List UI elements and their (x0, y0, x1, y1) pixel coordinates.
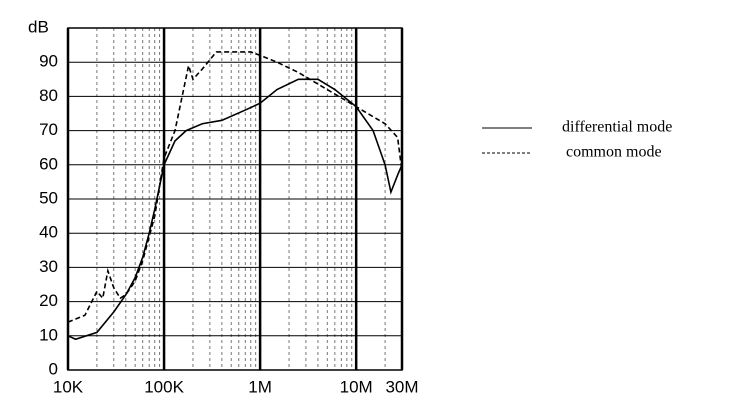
x-tick-label: 100K (144, 377, 184, 396)
y-tick-label: 20 (39, 291, 58, 310)
y-tick-label: 50 (39, 188, 58, 207)
y-tick-label: 10 (39, 325, 58, 344)
y-tick-label: 60 (39, 154, 58, 173)
plot-frame (67, 27, 403, 371)
y-tick-label: 80 (39, 86, 58, 105)
y-axis-label: dB (28, 17, 49, 36)
y-tick-label: 30 (39, 257, 58, 276)
y-tick-label: 90 (39, 52, 58, 71)
x-tick-label: 30M (385, 377, 418, 396)
legend-label: differential mode (562, 119, 672, 136)
legend-label: common mode (566, 144, 662, 161)
y-tick-label: 40 (39, 223, 58, 242)
x-tick-label: 10M (340, 377, 373, 396)
y-tick-label: 70 (39, 120, 58, 139)
y-tick-label: 0 (49, 359, 58, 378)
x-tick-label: 10K (53, 377, 84, 396)
x-tick-label: 1M (248, 377, 272, 396)
series-line (67, 51, 403, 323)
